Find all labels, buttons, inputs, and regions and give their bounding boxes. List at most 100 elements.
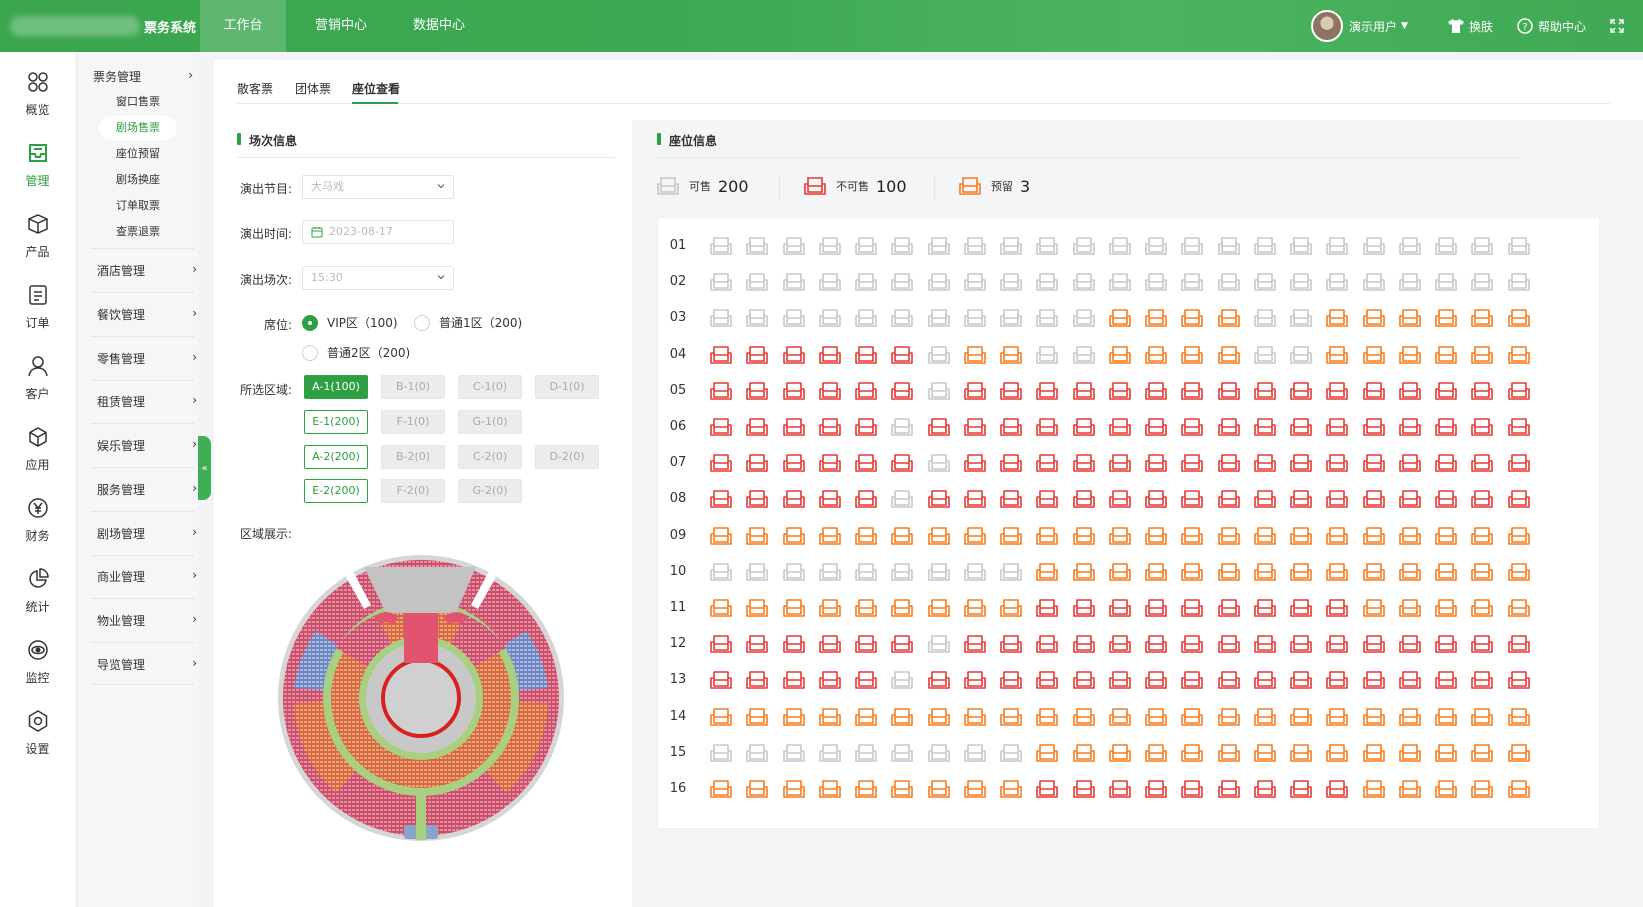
seat-reserved[interactable] <box>1326 743 1349 763</box>
seat-unavailable[interactable] <box>1181 453 1204 473</box>
rail-item-overview[interactable]: 概览 <box>0 58 75 130</box>
seat-reserved[interactable] <box>1000 707 1022 727</box>
seat-unavailable[interactable] <box>1290 453 1312 473</box>
seat-available[interactable] <box>855 308 877 328</box>
seat-unavailable[interactable] <box>1290 779 1312 799</box>
skin-button[interactable]: 换肤 <box>1447 18 1493 35</box>
nav-tab-workbench[interactable]: 工作台 <box>200 0 286 52</box>
seat-reserved[interactable] <box>963 707 986 727</box>
submenu-group-entertainment[interactable]: 娱乐管理 › <box>97 437 197 454</box>
submenu-item-pickup[interactable]: 订单取票 <box>116 199 160 212</box>
seat-reserved[interactable] <box>1398 526 1421 546</box>
seat-unavailable[interactable] <box>1145 417 1167 437</box>
seat-unavailable[interactable] <box>1145 489 1167 509</box>
seat-unavailable[interactable] <box>1145 634 1167 654</box>
seat-reserved[interactable] <box>891 526 914 546</box>
seat-available[interactable] <box>818 272 841 292</box>
seat-unavailable[interactable] <box>1290 670 1312 690</box>
seat-available[interactable] <box>782 272 805 292</box>
seat-available[interactable] <box>1000 562 1022 582</box>
seat-unavailable[interactable] <box>1253 670 1276 690</box>
seat-reserved[interactable] <box>1036 526 1059 546</box>
seat-unavailable[interactable] <box>1000 417 1022 437</box>
seat-reserved[interactable] <box>1108 308 1131 328</box>
seat-available[interactable] <box>746 236 769 256</box>
seat-available[interactable] <box>927 634 950 654</box>
seat-reserved[interactable] <box>782 526 805 546</box>
seat-available[interactable] <box>710 308 732 328</box>
seat-unavailable[interactable] <box>1108 634 1131 654</box>
radio-normal1[interactable]: 普通1区（200) <box>414 314 522 331</box>
seat-reserved[interactable] <box>1253 526 1276 546</box>
seat-reserved[interactable] <box>963 345 986 365</box>
seat-unavailable[interactable] <box>1036 598 1059 618</box>
seat-available[interactable] <box>746 562 769 582</box>
seat-reserved[interactable] <box>963 526 986 546</box>
zone-button[interactable]: G-1(0) <box>458 410 522 434</box>
seat-available[interactable] <box>782 562 805 582</box>
seat-unavailable[interactable] <box>855 417 877 437</box>
seat-available[interactable] <box>782 743 805 763</box>
seat-available[interactable] <box>1326 272 1349 292</box>
seat-unavailable[interactable] <box>1072 670 1095 690</box>
seat-reserved[interactable] <box>1362 562 1385 582</box>
seat-reserved[interactable] <box>1181 345 1204 365</box>
seat-unavailable[interactable] <box>1217 453 1240 473</box>
seat-reserved[interactable] <box>1108 345 1131 365</box>
seat-available[interactable] <box>927 381 950 401</box>
seat-unavailable[interactable] <box>1326 381 1349 401</box>
seat-reserved[interactable] <box>1362 598 1385 618</box>
seat-unavailable[interactable] <box>1108 381 1131 401</box>
seat-unavailable[interactable] <box>1072 489 1095 509</box>
seat-reserved[interactable] <box>1398 345 1421 365</box>
rail-item-monitor[interactable]: 监控 <box>0 626 75 698</box>
date-picker[interactable]: 2023-08-17 <box>302 220 454 244</box>
seat-available[interactable] <box>1036 236 1059 256</box>
submenu-group-retail[interactable]: 零售管理 › <box>97 350 197 367</box>
seat-available[interactable] <box>1398 272 1421 292</box>
seat-available[interactable] <box>891 562 914 582</box>
zone-button[interactable]: B-2(0) <box>381 445 445 469</box>
seat-available[interactable] <box>891 236 914 256</box>
seat-available[interactable] <box>1435 272 1457 292</box>
zone-button[interactable]: E-2(200) <box>304 479 368 503</box>
seat-available[interactable] <box>1290 345 1312 365</box>
seat-reserved[interactable] <box>855 779 877 799</box>
seat-unavailable[interactable] <box>891 345 914 365</box>
seat-available[interactable] <box>1036 272 1059 292</box>
seat-available[interactable] <box>927 743 950 763</box>
seat-reserved[interactable] <box>1290 743 1312 763</box>
seat-reserved[interactable] <box>1435 345 1457 365</box>
seat-unavailable[interactable] <box>1181 598 1204 618</box>
seat-reserved[interactable] <box>963 779 986 799</box>
seat-unavailable[interactable] <box>1398 453 1421 473</box>
seat-reserved[interactable] <box>927 598 950 618</box>
seat-unavailable[interactable] <box>1507 453 1530 473</box>
seat-unavailable[interactable] <box>1362 417 1385 437</box>
zone-button[interactable]: D-1(0) <box>535 375 599 399</box>
submenu-item-reserve[interactable]: 座位预留 <box>116 147 160 160</box>
seat-unavailable[interactable] <box>710 453 732 473</box>
seat-available[interactable] <box>1507 272 1530 292</box>
seat-unavailable[interactable] <box>1000 489 1022 509</box>
seat-unavailable[interactable] <box>1398 634 1421 654</box>
seat-available[interactable] <box>818 562 841 582</box>
seat-unavailable[interactable] <box>818 381 841 401</box>
seat-unavailable[interactable] <box>963 670 986 690</box>
seat-unavailable[interactable] <box>1290 417 1312 437</box>
seat-unavailable[interactable] <box>963 489 986 509</box>
seat-reserved[interactable] <box>1072 526 1095 546</box>
seat-reserved[interactable] <box>1362 308 1385 328</box>
seat-reserved[interactable] <box>891 707 914 727</box>
seat-available[interactable] <box>1217 272 1240 292</box>
seat-available[interactable] <box>891 743 914 763</box>
radio-vip[interactable]: VIP区（100) <box>302 314 398 331</box>
seat-unavailable[interactable] <box>1326 779 1349 799</box>
seat-unavailable[interactable] <box>1435 453 1457 473</box>
zone-button[interactable]: A-1(100) <box>304 375 368 399</box>
seat-unavailable[interactable] <box>1290 489 1312 509</box>
seat-available[interactable] <box>1253 236 1276 256</box>
seat-unavailable[interactable] <box>1290 634 1312 654</box>
seat-reserved[interactable] <box>1217 526 1240 546</box>
fullscreen-button[interactable] <box>1610 19 1629 33</box>
